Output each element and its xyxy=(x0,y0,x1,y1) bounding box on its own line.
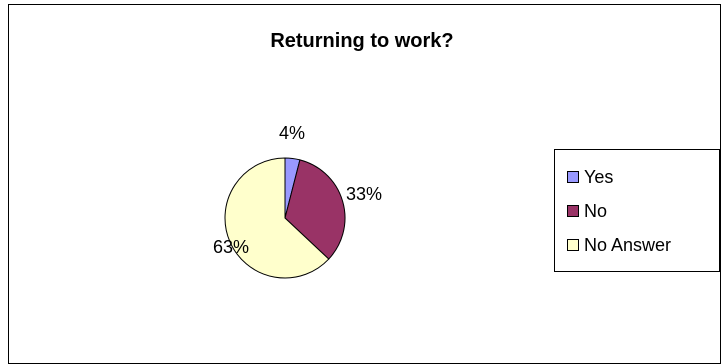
legend-item-yes: Yes xyxy=(567,165,613,189)
legend-item-no: No xyxy=(567,199,607,223)
legend-swatch-no-answer xyxy=(567,239,579,251)
pie-label-no: 33% xyxy=(346,184,382,204)
legend-item-no-answer: No Answer xyxy=(567,233,671,257)
legend-label-yes: Yes xyxy=(584,167,613,188)
pie-label-yes: 4% xyxy=(279,123,305,143)
legend-label-no: No xyxy=(584,201,607,222)
legend: Yes No No Answer xyxy=(554,149,720,272)
legend-swatch-yes xyxy=(567,171,579,183)
pie-label-no-answer: 63% xyxy=(213,237,249,257)
legend-swatch-no xyxy=(567,205,579,217)
legend-label-no-answer: No Answer xyxy=(584,235,671,256)
